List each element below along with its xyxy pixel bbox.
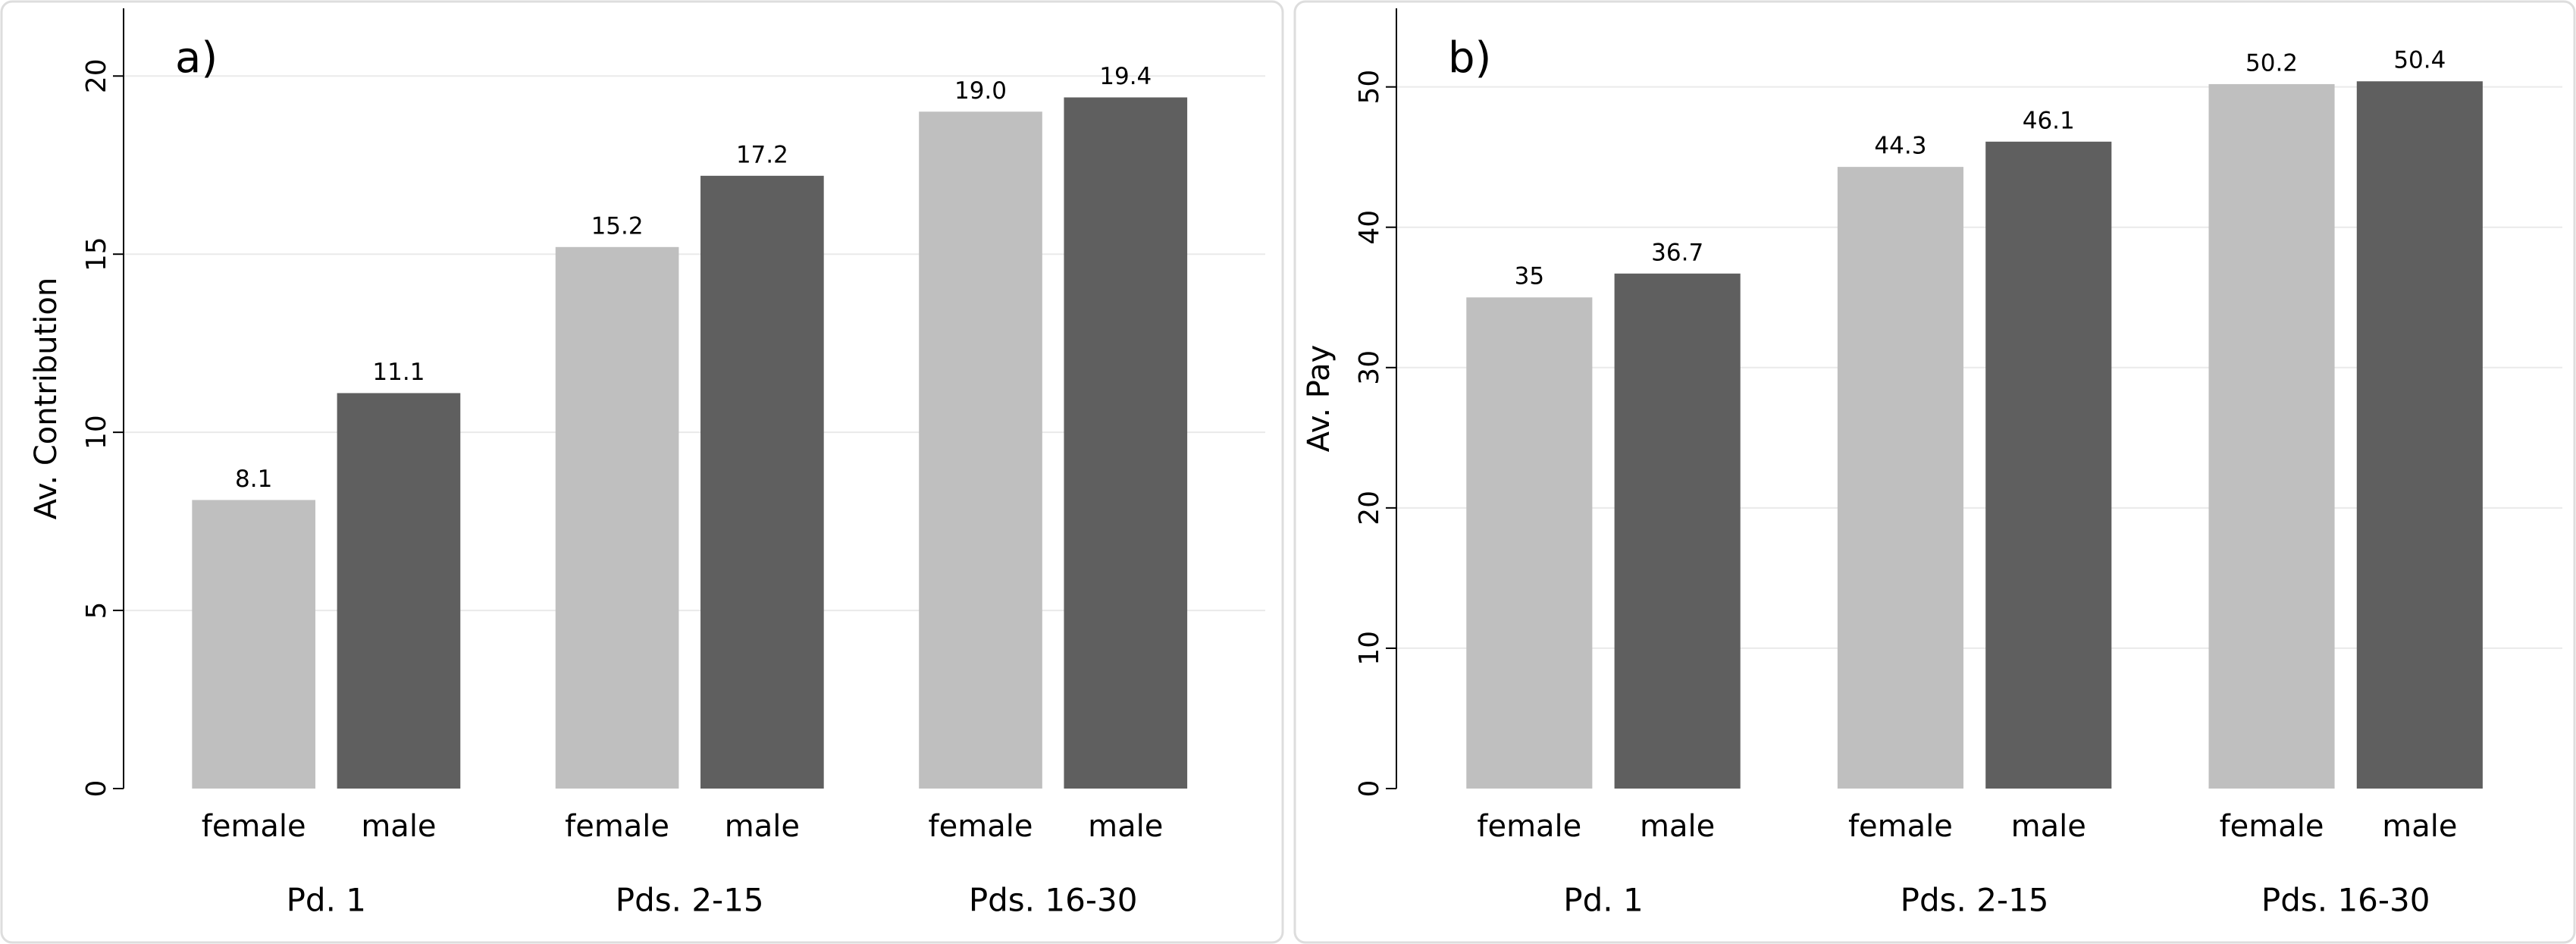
y-tick-label: 40 <box>1354 210 1385 245</box>
y-tick-label: 20 <box>1354 491 1385 525</box>
series-label: male <box>1640 809 1715 844</box>
panel-frame <box>0 0 1284 944</box>
value-label: 19.0 <box>954 77 1007 105</box>
value-label: 19.4 <box>1099 63 1152 90</box>
y-tick-label: 10 <box>1354 631 1385 666</box>
bar <box>2356 81 2483 789</box>
panel-label: a) <box>175 33 218 83</box>
y-tick-label: 50 <box>1354 70 1385 105</box>
value-label: 36.7 <box>1651 239 1703 266</box>
value-label: 50.4 <box>2393 47 2446 74</box>
series-label: female <box>565 809 669 844</box>
bar <box>555 246 679 789</box>
y-axis-label: Av. Pay <box>1302 345 1337 453</box>
series-label: female <box>202 809 306 844</box>
series-label: male <box>2382 809 2457 844</box>
group-label: Pds. 16-30 <box>2261 882 2430 919</box>
panel-label: b) <box>1448 33 1491 83</box>
y-tick-label: 0 <box>1354 780 1385 798</box>
bar <box>700 175 824 789</box>
bar <box>1837 167 1963 789</box>
y-tick-label: 30 <box>1354 350 1385 385</box>
group-label: Pd. 1 <box>287 882 366 919</box>
series-label: male <box>361 809 436 844</box>
bar <box>337 393 461 789</box>
y-tick-label: 5 <box>81 602 112 619</box>
y-tick-label: 10 <box>81 415 112 450</box>
bar <box>1064 97 1188 789</box>
group-label: Pds. 2-15 <box>616 882 764 919</box>
series-label: male <box>1088 809 1163 844</box>
series-label: male <box>725 809 800 844</box>
value-label: 8.1 <box>235 466 272 493</box>
series-label: female <box>1848 809 1953 844</box>
bar <box>919 111 1042 789</box>
y-tick-label: 0 <box>81 780 112 798</box>
value-label: 35 <box>1515 263 1544 290</box>
bar <box>192 500 316 789</box>
value-label: 50.2 <box>2245 49 2298 77</box>
bar <box>1985 141 2112 789</box>
y-tick-label: 15 <box>81 237 112 271</box>
group-label: Pd. 1 <box>1563 882 1643 919</box>
value-label: 46.1 <box>2023 107 2075 134</box>
value-label: 17.2 <box>736 141 788 168</box>
bar <box>1614 273 1741 789</box>
group-label: Pds. 16-30 <box>969 882 1138 919</box>
value-label: 11.1 <box>372 359 425 386</box>
value-label: 44.3 <box>1874 133 1926 160</box>
value-label: 15.2 <box>591 212 644 240</box>
series-label: female <box>929 809 1033 844</box>
bar <box>2208 83 2335 789</box>
series-label: female <box>2220 809 2324 844</box>
y-axis-label: Av. Contribution <box>29 278 64 519</box>
group-label: Pds. 2-15 <box>1901 882 2049 919</box>
series-label: female <box>1477 809 1581 844</box>
panel-frame <box>1293 0 2576 944</box>
y-tick-label: 20 <box>81 58 112 93</box>
series-label: male <box>2011 809 2086 844</box>
bar <box>1466 297 1593 789</box>
